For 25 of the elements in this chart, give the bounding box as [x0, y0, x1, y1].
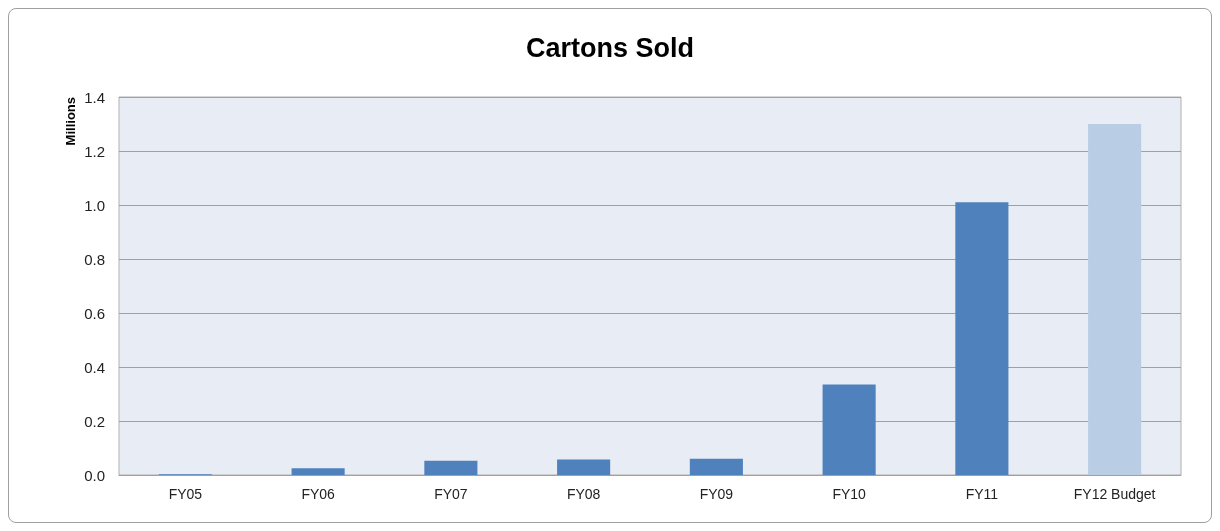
y-tick-label: 0.2	[84, 412, 105, 430]
x-tick-label: FY05	[168, 486, 203, 502]
y-tick-label: 1.0	[84, 196, 105, 214]
x-tick-label: FY10	[832, 486, 867, 502]
y-tick-label: 1.2	[84, 142, 105, 160]
bar	[557, 459, 611, 475]
chart-title: Cartons Sold	[525, 32, 695, 63]
y-tick-label: 0.0	[84, 466, 105, 484]
y-tick-label: 0.8	[84, 250, 105, 268]
x-tick-label: FY09	[699, 486, 734, 502]
x-tick-label: FY11	[965, 486, 999, 502]
x-tick-label: FY12 Budget	[1073, 486, 1156, 502]
bar	[955, 202, 1009, 475]
y-tick-label: 0.4	[84, 358, 105, 376]
bar	[822, 384, 876, 475]
y-tick-label: 0.6	[84, 304, 105, 322]
x-tick-label: FY08	[566, 486, 601, 502]
y-tick-label: 1.4	[84, 88, 105, 106]
x-tick-label: FY07	[434, 486, 468, 502]
bar	[1088, 124, 1142, 475]
bar	[424, 460, 478, 475]
y-axis-title: Millions	[63, 97, 78, 146]
bar	[291, 468, 345, 475]
x-tick-label: FY06	[301, 486, 336, 502]
bar	[689, 458, 743, 475]
